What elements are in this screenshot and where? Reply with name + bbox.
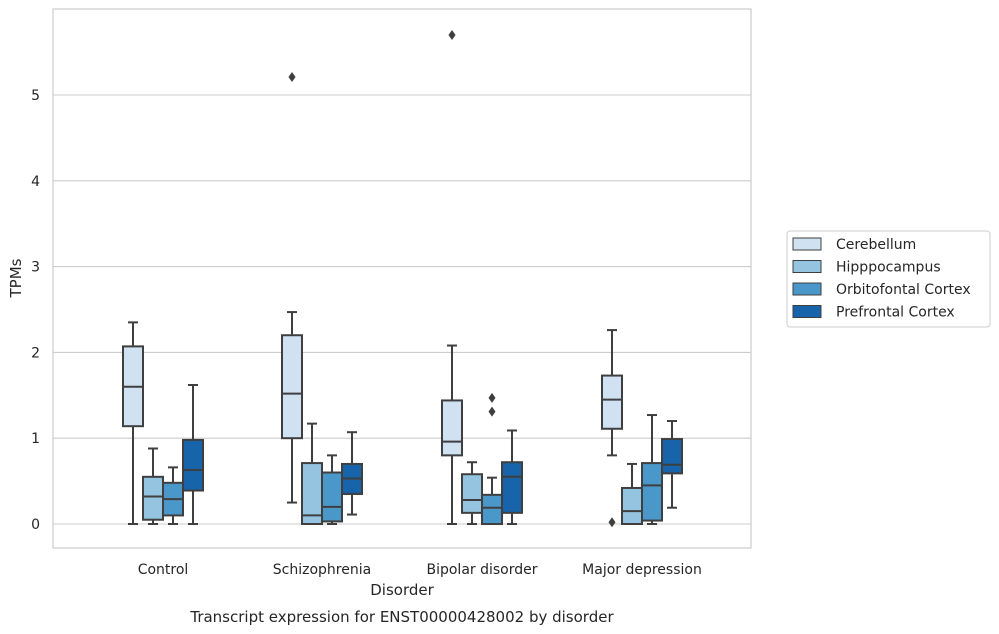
y-tick-label: 0	[31, 517, 40, 533]
box-schizophrenia	[281, 71, 303, 504]
outlier-point	[448, 29, 456, 40]
legend-frame	[786, 230, 991, 328]
box-series	[122, 29, 683, 528]
y-tick-labels: 0 1 2 3 4 5	[31, 88, 40, 533]
plot-frame	[52, 8, 752, 549]
iqr-box	[281, 334, 303, 440]
legend: Cerebellum Hipppocampus Orbitofontal Corte…	[786, 230, 991, 328]
box-bipolar-disorder	[441, 29, 463, 525]
legend-label: Cerebellum	[836, 237, 916, 253]
box-major-depression	[621, 462, 643, 525]
legend-swatch	[792, 237, 822, 251]
x-tick-label: Bipolar disorder	[426, 562, 537, 578]
legend-swatch	[792, 305, 822, 318]
outlier-point	[608, 517, 616, 528]
legend-label: Prefrontal Cortex	[836, 305, 955, 321]
chart-caption: Transcript expression for ENST0000042800…	[189, 608, 614, 626]
box-control	[162, 466, 184, 525]
iqr-box	[182, 438, 204, 492]
legend-swatch	[792, 260, 822, 273]
y-tick-label: 1	[31, 431, 40, 447]
outlier-point	[288, 71, 296, 82]
iqr-box	[321, 471, 343, 523]
series-prefrontal-cortex	[182, 384, 683, 525]
iqr-box	[481, 493, 503, 526]
y-tick-label: 2	[31, 345, 40, 361]
box-bipolar-disorder	[481, 392, 503, 526]
series-hipppocampus	[142, 422, 643, 525]
iqr-box	[621, 486, 643, 525]
iqr-box	[661, 438, 683, 475]
legend-label: Orbitofontal Cortex	[836, 282, 971, 298]
iqr-box	[601, 374, 623, 430]
x-tick-label: Major depression	[582, 562, 702, 578]
iqr-box	[461, 473, 483, 514]
box-major-depression	[661, 420, 683, 509]
x-axis-label: Disorder	[370, 581, 434, 599]
iqr-box	[142, 475, 164, 521]
x-tick-label: Control	[138, 562, 189, 578]
series-cerebellum	[122, 29, 623, 528]
y-tick-label: 3	[31, 260, 40, 276]
plot-background	[53, 9, 751, 548]
box-bipolar-disorder	[501, 429, 523, 525]
series-orbitofontal-cortex	[162, 392, 663, 526]
y-tick-label: 5	[31, 88, 40, 104]
box-bipolar-disorder	[461, 461, 483, 525]
box-major-depression	[641, 414, 663, 525]
y-axis-label: TPMs	[7, 258, 25, 298]
box-control	[182, 384, 204, 525]
y-tick-label: 4	[31, 174, 40, 190]
box-schizophrenia	[341, 431, 363, 516]
box-control	[122, 321, 144, 525]
iqr-box	[641, 462, 663, 522]
x-tick-labels: Control Schizophrenia Bipolar disorder Majo…	[138, 562, 702, 578]
iqr-box	[441, 399, 463, 457]
legend-label: Hipppocampus	[836, 260, 941, 276]
x-tick-label: Schizophrenia	[273, 562, 371, 578]
box-schizophrenia	[301, 422, 323, 525]
box-control	[142, 447, 164, 525]
iqr-box	[501, 461, 523, 514]
legend-swatch	[792, 282, 822, 296]
outlier-point	[488, 392, 496, 403]
box-schizophrenia	[321, 454, 343, 525]
box-major-depression	[601, 329, 623, 528]
outlier-point	[488, 406, 496, 417]
